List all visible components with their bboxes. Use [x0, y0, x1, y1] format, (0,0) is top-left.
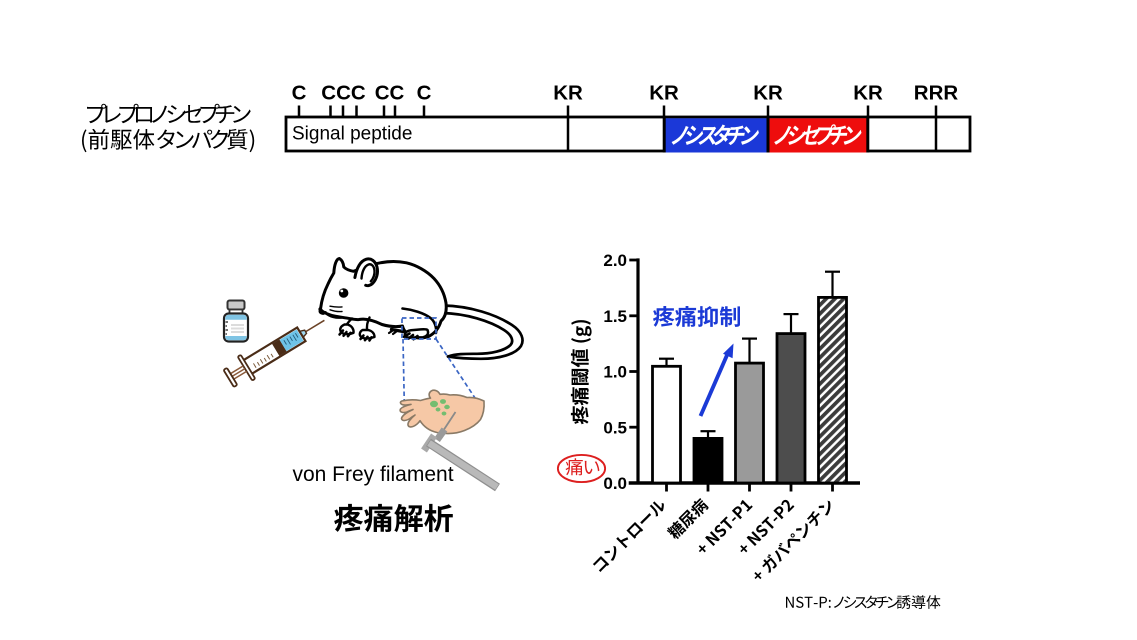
svg-text:von Frey filament: von Frey filament: [292, 463, 453, 486]
svg-text:Signal peptide: Signal peptide: [292, 124, 412, 145]
svg-text:KR: KR: [553, 82, 583, 105]
svg-text:1.0: 1.0: [603, 363, 627, 382]
svg-text:C: C: [292, 82, 307, 105]
svg-text:RRR: RRR: [914, 82, 959, 105]
svg-text:1.5: 1.5: [603, 307, 627, 326]
svg-text:KR: KR: [753, 82, 783, 105]
svg-text:2.0: 2.0: [603, 251, 627, 270]
svg-text:C: C: [417, 82, 432, 105]
svg-text:CCC: CCC: [321, 82, 366, 105]
svg-text:KR: KR: [853, 82, 883, 105]
svg-text:0.5: 0.5: [603, 418, 627, 437]
svg-text:KR: KR: [649, 82, 679, 105]
svg-text:CC: CC: [375, 82, 405, 105]
svg-text:0.0: 0.0: [603, 474, 627, 493]
